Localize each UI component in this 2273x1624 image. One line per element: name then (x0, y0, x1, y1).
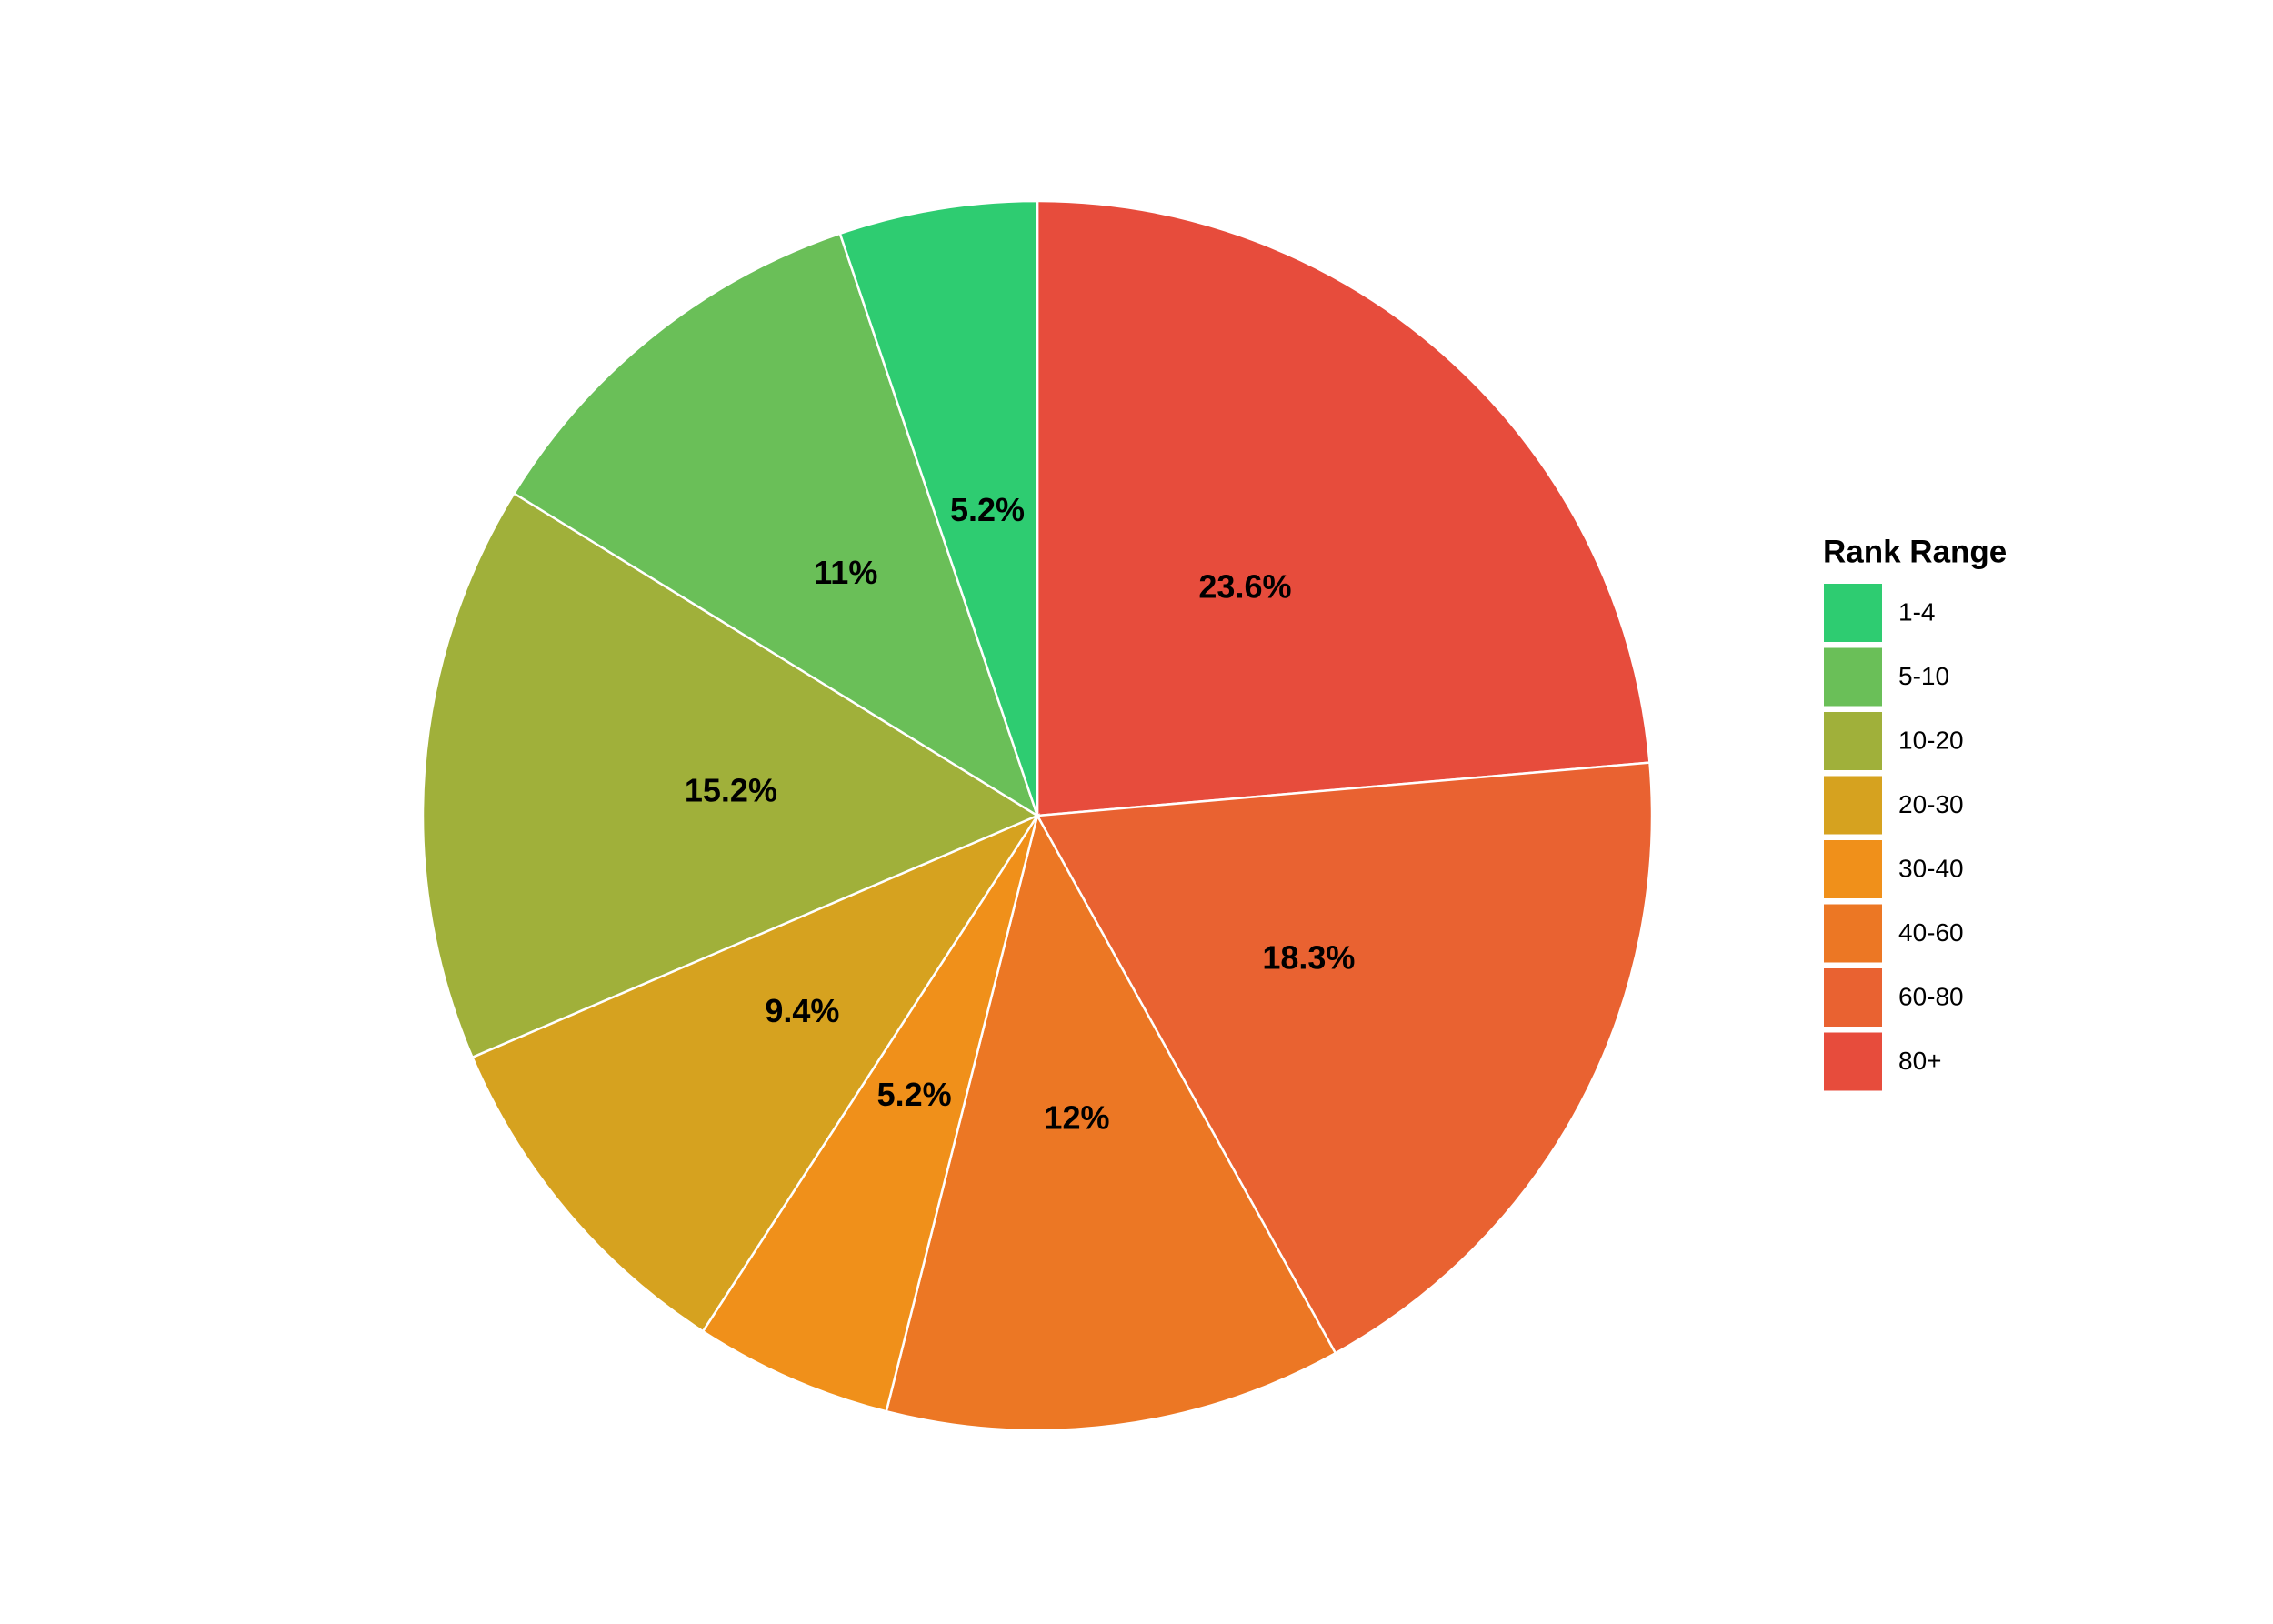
value-label: 5.2% (950, 491, 1025, 528)
legend-label: 1-4 (1898, 597, 1935, 626)
pie-slice (421, 491, 1040, 1059)
pie-slice (701, 815, 1039, 1413)
legend-title: Rank Range (1823, 534, 2007, 569)
value-label: 15.2% (685, 772, 777, 809)
pie-slice (1036, 199, 1651, 817)
pie-slice (1035, 761, 1654, 1355)
legend-label: 60-80 (1898, 982, 1964, 1010)
legend-label: 5-10 (1898, 662, 1949, 690)
value-label: 9.4% (765, 992, 839, 1029)
pie-slice (470, 813, 1041, 1333)
legend-label: 30-40 (1898, 854, 1964, 882)
legend-key (1822, 774, 1884, 837)
legend-key (1822, 838, 1884, 900)
legend-key (1822, 902, 1884, 965)
legend-label: 20-30 (1898, 790, 1964, 818)
value-label: 5.2% (877, 1076, 952, 1113)
pie-slice (512, 232, 1040, 818)
pie-slice (838, 199, 1039, 817)
legend-key (1822, 646, 1884, 708)
legend-label: 80+ (1898, 1047, 1942, 1075)
value-label: 18.3% (1262, 938, 1355, 976)
legend-key (1822, 967, 1884, 1028)
legend-label: 40-60 (1898, 918, 1964, 947)
value-label: 12% (1044, 1099, 1109, 1137)
legend-key (1822, 1030, 1884, 1093)
legend-key (1822, 582, 1884, 644)
legend-label: 10-20 (1898, 726, 1964, 754)
value-label: 11% (814, 554, 877, 591)
legend-key (1822, 710, 1884, 772)
value-label: 23.6% (1198, 567, 1291, 605)
